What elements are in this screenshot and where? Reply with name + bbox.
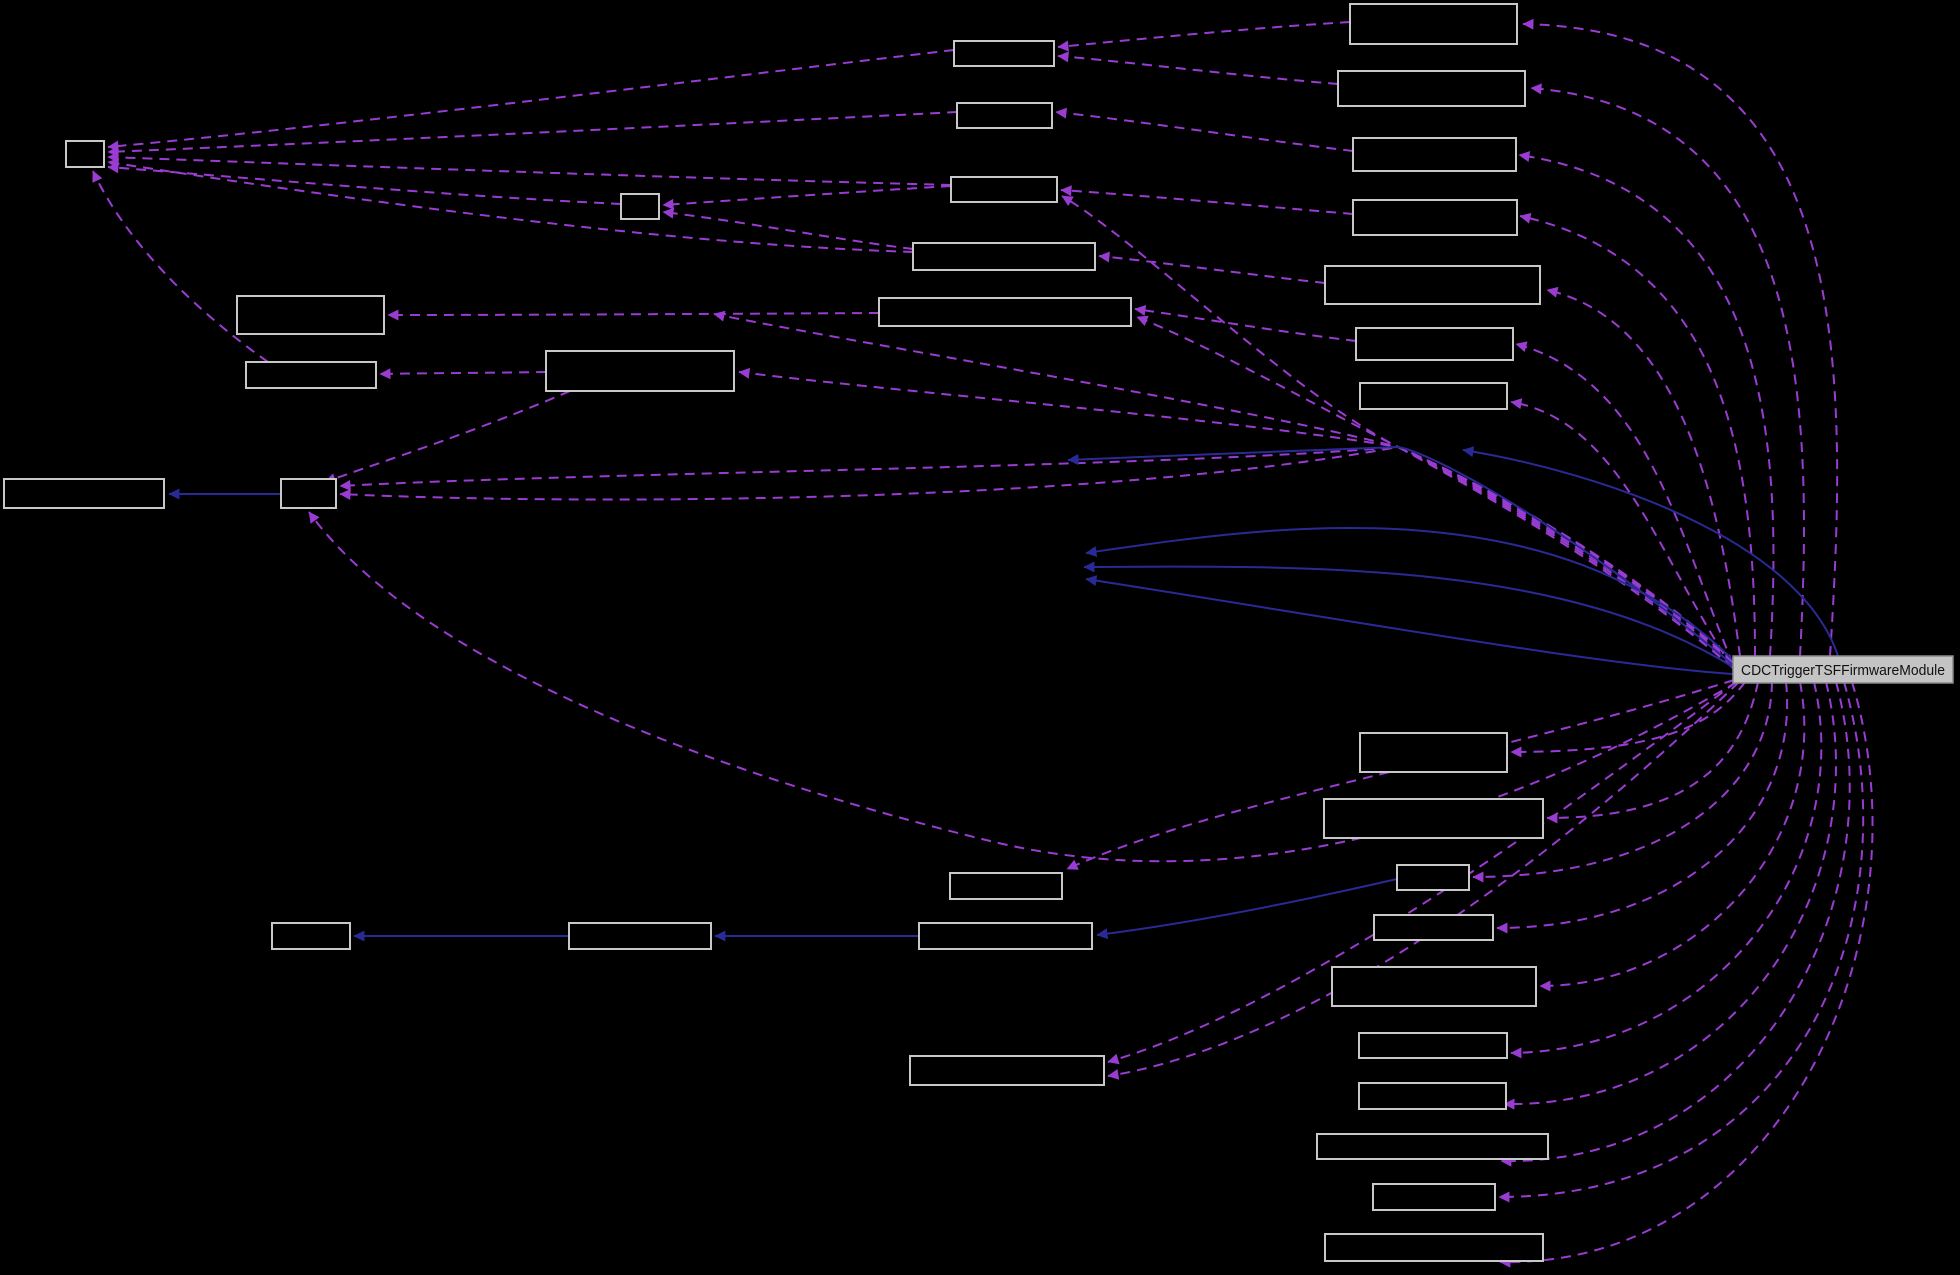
edge-uses-2 bbox=[1518, 151, 1775, 657]
edge-uses-30 bbox=[1060, 185, 1354, 215]
edge-uses-3 bbox=[1519, 212, 1756, 657]
graph-node-mid-4[interactable] bbox=[912, 242, 1096, 271]
edge-uses-29 bbox=[1055, 107, 1354, 152]
edge-uses-21 bbox=[1498, 681, 1865, 1203]
edge-inherits-52 bbox=[1085, 575, 1734, 675]
graph-node-low-5[interactable] bbox=[1331, 966, 1537, 1007]
graph-node-bottom-wide[interactable] bbox=[909, 1055, 1105, 1086]
graph-node-leftmost[interactable] bbox=[3, 478, 165, 509]
node-layer bbox=[3, 3, 1549, 1262]
graph-node-small-square[interactable] bbox=[620, 193, 660, 220]
graph-node-bottom-mid-4[interactable] bbox=[271, 922, 351, 950]
edge-uses-41 bbox=[387, 309, 880, 321]
edge-uses-23 bbox=[1107, 681, 1737, 1065]
graph-node-low-10[interactable] bbox=[1324, 1233, 1544, 1262]
edge-uses-28 bbox=[1057, 51, 1339, 85]
edge-inherits-48 bbox=[1462, 446, 1839, 657]
edge-inherits-47 bbox=[1096, 878, 1398, 940]
focus-node-label: CDCTriggerTSFFirmwareModule bbox=[1741, 662, 1945, 679]
graph-node-left-big[interactable] bbox=[545, 350, 735, 392]
edge-uses-18 bbox=[1510, 681, 1823, 1059]
edge-uses-19 bbox=[1503, 681, 1837, 1110]
edge-uses-0 bbox=[1522, 18, 1839, 657]
graph-node-mid-2[interactable] bbox=[956, 102, 1053, 129]
graph-node-low-6[interactable] bbox=[1358, 1032, 1508, 1059]
graph-node-low-1[interactable] bbox=[1359, 732, 1508, 773]
edge-uses-5 bbox=[1515, 341, 1734, 665]
edge-uses-38 bbox=[92, 170, 269, 363]
graph-node-low-8[interactable] bbox=[1316, 1133, 1549, 1160]
graph-node-right-6[interactable] bbox=[1355, 327, 1514, 361]
graph-node-mid-3[interactable] bbox=[950, 176, 1058, 203]
edge-uses-15 bbox=[1472, 681, 1773, 883]
graph-node-right-4[interactable] bbox=[1352, 199, 1518, 236]
edge-uses-37 bbox=[107, 162, 622, 205]
graph-node-low-2[interactable] bbox=[1323, 798, 1544, 839]
graph-node-bottom-mid-1[interactable] bbox=[949, 872, 1063, 900]
graph-node-low-3[interactable] bbox=[1396, 864, 1470, 891]
edge-uses-35 bbox=[107, 151, 952, 186]
edge-uses-12 bbox=[339, 445, 1734, 669]
edge-uses-27 bbox=[1057, 21, 1351, 52]
graph-node-low-4[interactable] bbox=[1373, 914, 1494, 941]
edge-uses-22 bbox=[1499, 681, 1874, 1268]
edge-uses-36 bbox=[107, 158, 914, 253]
edge-uses-32 bbox=[1134, 304, 1357, 342]
edge-inherits-50 bbox=[1085, 526, 1734, 661]
edge-uses-40 bbox=[662, 207, 914, 250]
graph-node-right-3[interactable] bbox=[1352, 137, 1517, 172]
edge-uses-31 bbox=[1098, 251, 1326, 284]
edge-uses-34 bbox=[107, 111, 958, 158]
edge-uses-4 bbox=[1546, 286, 1741, 657]
edge-uses-24 bbox=[1107, 681, 1740, 1080]
graph-node-right-2[interactable] bbox=[1337, 70, 1526, 107]
focus-node-box[interactable] bbox=[1732, 655, 1954, 684]
graph-node-top-left-small[interactable] bbox=[65, 140, 105, 168]
edge-inherits-51 bbox=[1083, 561, 1734, 668]
edge-layer bbox=[92, 18, 1874, 1268]
edge-uses-8 bbox=[1136, 315, 1734, 663]
edge-uses-43 bbox=[324, 390, 571, 484]
edge-uses-10 bbox=[713, 310, 1734, 663]
graph-node-low-9[interactable] bbox=[1372, 1183, 1496, 1211]
graph-node-left-small[interactable] bbox=[280, 478, 337, 509]
graph-node-mid-1[interactable] bbox=[953, 40, 1055, 67]
edge-uses-13 bbox=[1510, 681, 1746, 758]
graph-node-left-2[interactable] bbox=[245, 361, 377, 389]
focus-node[interactable]: CDCTriggerTSFFirmwareModule bbox=[1732, 655, 1954, 684]
graph-node-bottom-mid-2[interactable] bbox=[918, 922, 1093, 950]
graph-node-bottom-mid-3[interactable] bbox=[568, 922, 712, 950]
edge-uses-20 bbox=[1500, 681, 1851, 1167]
graph-node-right-1[interactable] bbox=[1349, 3, 1518, 45]
graph-node-mid-wide[interactable] bbox=[878, 297, 1132, 327]
edge-uses-39 bbox=[662, 185, 952, 210]
edge-uses-1 bbox=[1530, 83, 1805, 657]
graph-node-right-7[interactable] bbox=[1359, 382, 1508, 410]
edge-uses-33 bbox=[107, 49, 955, 152]
graph-node-left-1[interactable] bbox=[236, 295, 385, 335]
graph-node-right-5[interactable] bbox=[1324, 265, 1541, 305]
edge-inherits-49 bbox=[1067, 445, 1734, 666]
edge-uses-17 bbox=[1539, 681, 1806, 992]
edge-uses-16 bbox=[1496, 681, 1789, 934]
graph-node-low-7[interactable] bbox=[1358, 1082, 1507, 1110]
edge-uses-11 bbox=[339, 445, 1734, 667]
edge-uses-6 bbox=[1510, 398, 1734, 669]
edge-uses-9 bbox=[738, 367, 1734, 665]
edge-uses-25 bbox=[1066, 679, 1735, 870]
edge-uses-42 bbox=[379, 368, 547, 380]
edge-uses-14 bbox=[1546, 681, 1759, 824]
